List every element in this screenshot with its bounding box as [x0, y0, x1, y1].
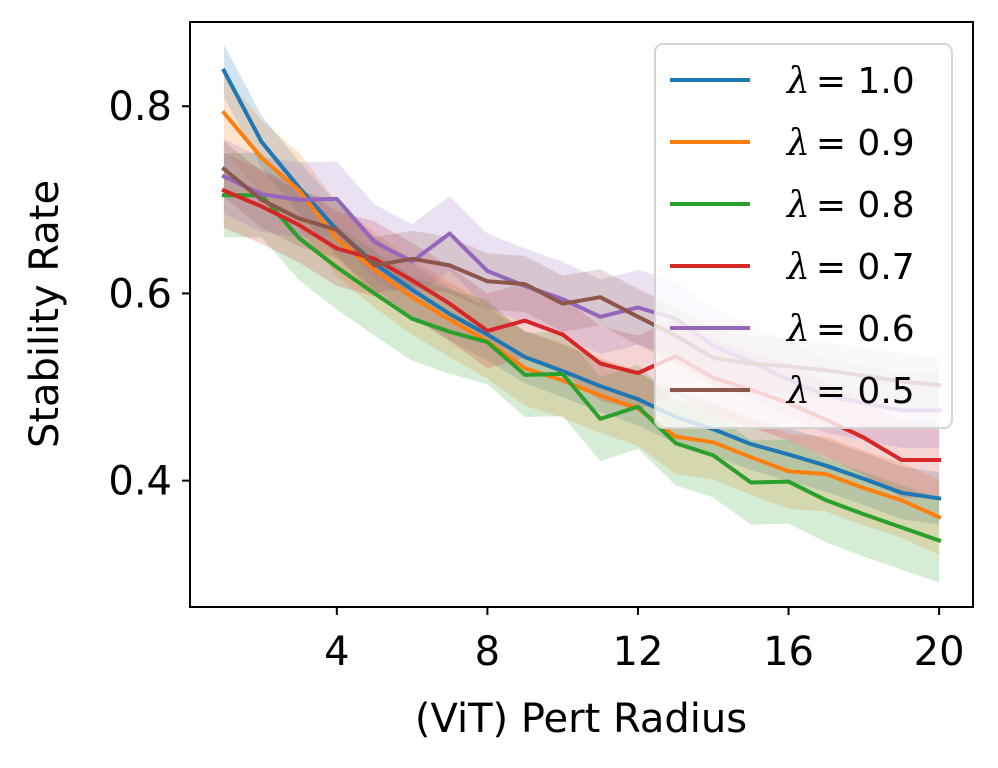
legend-label-lambda-0-5: λ = 0.5: [785, 371, 915, 412]
legend-lambda-value: = 0.8: [816, 185, 915, 226]
legend-item-lambda-0-5: λ = 0.5: [670, 371, 915, 412]
legend-label-lambda-1-0: λ = 1.0: [785, 61, 915, 102]
y-axis-label: Stability Rate: [22, 180, 68, 448]
legend-item-lambda-1-0: λ = 1.0: [670, 61, 915, 102]
legend-lambda-value: = 0.6: [816, 309, 915, 350]
legend-label-lambda-0-7: λ = 0.7: [785, 247, 915, 288]
x-tick-label-12: 12: [613, 629, 664, 675]
band-lambda-0-8: [223, 153, 940, 583]
y-axis: 0.4 0.6 0.8: [108, 84, 190, 505]
legend-lambda-value: = 0.9: [816, 123, 915, 164]
x-tick-label-20: 20: [914, 629, 965, 675]
series-line-lambda-0-9: [221, 109, 942, 520]
legend-lambda-value: = 0.5: [816, 371, 915, 412]
plot-frame: [189, 21, 974, 608]
legend-label-lambda-0-9: λ = 0.9: [785, 123, 915, 164]
series-line-lambda-0-8: [221, 193, 942, 544]
legend-item-lambda-0-9: λ = 0.9: [670, 123, 915, 164]
legend-lambda-symbol: λ: [785, 309, 810, 350]
legend-lambda-symbol: λ: [785, 185, 810, 226]
legend-lambda-value: = 1.0: [816, 61, 915, 102]
legend-lambda-symbol: λ: [785, 247, 810, 288]
x-tick-label-4: 4: [324, 629, 349, 675]
legend-label-lambda-0-6: λ = 0.6: [785, 309, 915, 350]
legend-item-lambda-0-7: λ = 0.7: [670, 247, 915, 288]
legend-lambda-symbol: λ: [785, 371, 810, 412]
legend-lambda-value: = 0.7: [816, 247, 915, 288]
y-tick-label-0.6: 0.6: [108, 271, 172, 317]
band-lambda-0-9: [223, 75, 940, 555]
y-tick-label-0.4: 0.4: [108, 459, 172, 505]
legend-label-lambda-0-8: λ = 0.8: [785, 185, 915, 226]
x-axis: 4 8 12 16 20: [324, 607, 965, 675]
x-tick-label-16: 16: [763, 629, 814, 675]
legend: λ = 1.0λ = 0.9λ = 0.8λ = 0.7λ = 0.6λ = 0.5: [654, 43, 953, 429]
band-lambda-1-0: [223, 44, 940, 525]
legend-item-lambda-0-8: λ = 0.8: [670, 185, 915, 226]
x-axis-label: (ViT) Pert Radius: [415, 696, 747, 742]
x-tick-label-8: 8: [475, 629, 500, 675]
legend-lambda-symbol: λ: [785, 61, 810, 102]
legend-item-lambda-0-6: λ = 0.6: [670, 309, 915, 350]
legend-lambda-symbol: λ: [785, 123, 810, 164]
y-tick-label-0.8: 0.8: [108, 84, 172, 130]
